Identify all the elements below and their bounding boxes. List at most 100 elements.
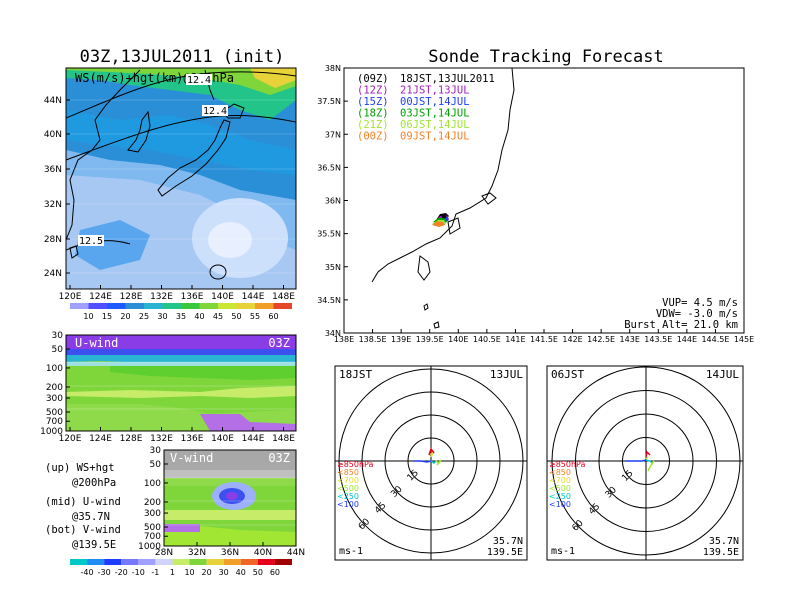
colorbar-tick-label: 45	[213, 312, 223, 321]
wind-speed-map	[66, 68, 296, 289]
lon-tick-label: 142.5E	[587, 335, 615, 344]
run-time-jst: 06JST,14JUL	[400, 119, 470, 131]
svg-text:VDW= -3.0 m/s: VDW= -3.0 m/s	[656, 308, 738, 320]
panel-legend: (up) WS+hgt @200hPa (mid) U-wind @35.7N …	[45, 462, 121, 551]
lon-tick-label: 124E	[89, 292, 112, 302]
lon-tick-label: 148E	[272, 292, 295, 302]
svg-text:@139.5E: @139.5E	[72, 539, 116, 551]
colorbar-swatch	[236, 303, 255, 309]
pressure-tick-label: 200	[46, 383, 63, 393]
site-lat: 35.7N	[709, 536, 739, 547]
lon-tick-label: 140E	[211, 434, 234, 444]
colorbar-tick-label: 30	[219, 568, 229, 577]
colorbar-tick-label: 25	[139, 312, 149, 321]
lat-tick-label: 28N	[155, 548, 173, 558]
colorbar-tick-label: -20	[115, 568, 128, 577]
map-frame	[65, 67, 297, 290]
lon-tick-label: 141.5E	[530, 335, 558, 344]
v-panel-label: V-wind	[170, 451, 213, 465]
run-time-utc: (18Z)	[357, 108, 389, 120]
lat-tick-label: 35.5N	[317, 230, 341, 239]
lon-tick-label: 124E	[89, 434, 112, 444]
track-run-legend: (09Z) 18JST,13JUL2011 (12Z) 21JST,13JUL (15Z…	[357, 73, 495, 143]
map-colorbar: 10 15 20 25 30 35 40 45 50 55 60	[70, 303, 292, 321]
hodograph-trace	[647, 460, 655, 472]
run-time-utc: (00Z)	[357, 131, 389, 143]
lon-tick-label: 120E	[59, 434, 82, 444]
lon-tick-label: 132E	[150, 292, 173, 302]
lon-tick-label: 140E	[448, 335, 468, 344]
lon-tick-label: 138.5E	[359, 335, 387, 344]
hodograph-trace	[428, 447, 435, 456]
lon-tick-label: 144E	[677, 335, 697, 344]
colorbar-swatch	[172, 559, 190, 565]
lat-tick-label: 40N	[44, 130, 62, 140]
svg-text:12.4: 12.4	[187, 75, 211, 86]
hodograph-date: 13JUL	[490, 368, 523, 381]
track-coastline	[371, 67, 515, 329]
u-wind-section	[66, 335, 296, 431]
track-frame	[343, 67, 745, 334]
site-lon: 139.5E	[487, 547, 523, 558]
level-legend-item: <500	[549, 484, 571, 493]
run-time-utc: (12Z)	[357, 85, 389, 97]
colorbar-swatch	[223, 559, 241, 565]
site-lon: 139.5E	[703, 547, 739, 558]
hodograph-trace	[645, 459, 653, 464]
svg-text:12.4: 12.4	[203, 106, 227, 117]
lon-tick-label: 139E	[391, 335, 411, 344]
lon-tick-label: 136E	[181, 434, 204, 444]
svg-text:VUP= 4.5 m/s: VUP= 4.5 m/s	[662, 297, 738, 309]
colorbar-tick-label: -30	[98, 568, 111, 577]
colorbar-tick-label: 15	[102, 312, 112, 321]
svg-text:@35.7N: @35.7N	[72, 511, 110, 523]
colorbar-swatch	[87, 559, 105, 565]
pressure-tick-label: 50	[150, 460, 162, 470]
speed-unit: ms-1	[551, 546, 575, 557]
lat-tick-label: 44N	[287, 548, 305, 558]
colorbar-swatch	[70, 559, 88, 565]
colorbar-swatch	[189, 559, 207, 565]
run-time-jst: 21JST,13JUL	[400, 85, 470, 97]
pressure-tick-label: 500	[46, 408, 63, 418]
colorbar-swatch	[138, 559, 156, 565]
colorbar-tick-label: 1	[170, 568, 175, 577]
colorbar-tick-label: 60	[268, 312, 278, 321]
colorbar-swatch	[257, 559, 275, 565]
level-legend-item: <700	[337, 476, 359, 485]
map-lon-ticks: 120E 124E 128E 132E 136E 140E 144E 148E	[59, 285, 295, 302]
level-legend-item: <850	[337, 468, 359, 477]
v-panel-time: 03Z	[268, 451, 290, 465]
hodograph-trace	[430, 460, 437, 464]
u-lon-ticks: 120E 124E 128E 132E 136E 140E 144E 148E	[59, 427, 295, 444]
lat-tick-label: 37.5N	[317, 97, 341, 106]
level-legend-item: <500	[337, 484, 359, 493]
pressure-tick-label: 700	[46, 417, 63, 427]
colorbar-swatch	[88, 303, 107, 309]
lon-tick-label: 144E	[242, 434, 265, 444]
svg-text:12.5: 12.5	[79, 236, 103, 247]
svg-text:@200hPa: @200hPa	[72, 477, 116, 489]
lon-tick-label: 128E	[120, 434, 143, 444]
lat-tick-label: 32N	[188, 548, 206, 558]
colorbar-swatch	[274, 559, 292, 565]
lat-tick-label: 36.5N	[317, 163, 341, 172]
hodograph-time: 18JST	[339, 368, 372, 381]
lat-tick-label: 44N	[44, 96, 62, 106]
pressure-tick-label: 30	[150, 446, 162, 456]
colorbar-tick-label: 10	[83, 312, 93, 321]
colorbar-tick-label: 40	[194, 312, 204, 321]
colorbar-swatch	[199, 303, 218, 309]
run-time-jst: 00JST,14JUL	[400, 96, 470, 108]
hodograph-trace	[413, 460, 432, 463]
run-time-jst: 09JST,14JUL	[400, 131, 470, 143]
hodograph-date: 14JUL	[706, 368, 739, 381]
pressure-tick-label: 100	[144, 479, 161, 489]
lat-tick-label: 36N	[325, 197, 341, 206]
v-lat-ticks: 28N 32N 36N 40N 44N	[155, 542, 305, 558]
pressure-tick-label: 30	[52, 331, 64, 341]
colorbar-tick-label: 50	[253, 568, 263, 577]
